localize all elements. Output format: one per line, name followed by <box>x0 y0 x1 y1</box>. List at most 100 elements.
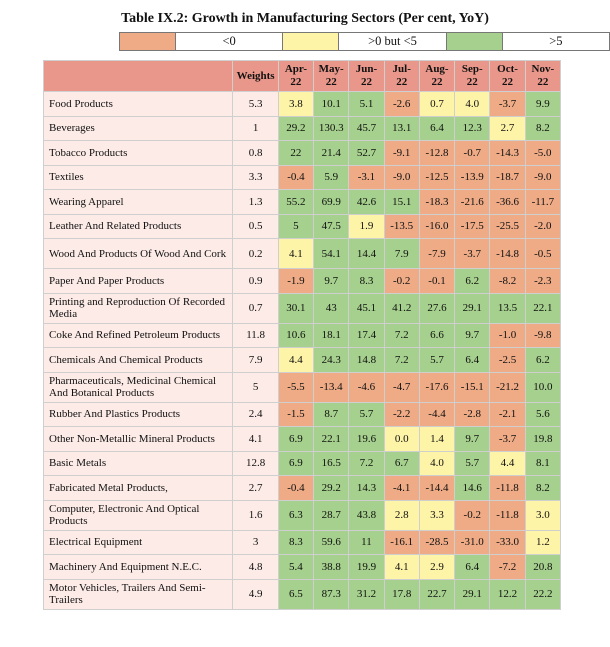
sector-label: Coke And Refined Petroleum Products <box>42 322 234 348</box>
table-row: Fabricated Metal Products, 2.7 -0.4 29.2 14.… <box>42 475 562 501</box>
growth-value-cell: 14.4 <box>348 238 385 269</box>
weight-cell: 1.3 <box>232 189 279 215</box>
table-row: Textiles 3.3 -0.4 5.9 -3.1 -9.0 -12.5 -13.9 -18.… <box>42 164 562 190</box>
growth-value-cell: 6.2 <box>454 268 491 294</box>
month-header-line1: May- <box>318 63 344 75</box>
growth-value-cell: 12.2 <box>489 578 526 610</box>
growth-value-cell: -5.0 <box>524 140 562 166</box>
growth-value-cell: 0.0 <box>383 426 420 452</box>
growth-value-cell: -1.9 <box>277 268 315 294</box>
growth-value-cell: 29.1 <box>454 292 491 324</box>
growth-value-cell: -0.2 <box>454 499 491 531</box>
weight-cell: 0.9 <box>232 268 279 294</box>
sector-label: Computer, Electronic And Optical Product… <box>42 499 234 531</box>
weight-cell: 4.1 <box>232 426 279 452</box>
growth-value-cell: 1.2 <box>524 529 562 555</box>
growth-value-cell: 5.7 <box>348 401 385 427</box>
month-header-line1: Jun- <box>355 63 378 75</box>
legend-swatch-negative <box>118 32 177 51</box>
weight-cell: 4.8 <box>232 554 279 580</box>
weight-cell: 2.7 <box>232 475 279 501</box>
table-row: Printing and Reproduction Of Recorded Me… <box>42 292 562 324</box>
growth-value-cell: 5 <box>277 213 315 239</box>
month-column-header: Sep- 22 <box>454 60 491 92</box>
legend-label-low: >0 but <5 <box>338 32 447 51</box>
growth-value-cell: -16.0 <box>418 213 456 239</box>
growth-value-cell: 10.1 <box>313 91 350 117</box>
growth-value-cell: 3.8 <box>277 91 315 117</box>
sector-label: Fabricated Metal Products, <box>42 475 234 501</box>
growth-value-cell: 21.4 <box>313 140 350 166</box>
growth-value-cell: -11.8 <box>489 499 526 531</box>
growth-value-cell: -9.1 <box>383 140 420 166</box>
growth-value-cell: 6.9 <box>277 450 315 476</box>
growth-value-cell: -18.7 <box>489 164 526 190</box>
table-row: Paper And Paper Products 0.9 -1.9 9.7 8.3 -0.… <box>42 268 562 294</box>
table-row: Chemicals And Chemical Products 7.9 4.4 24.… <box>42 347 562 373</box>
sector-label: Other Non-Metallic Mineral Products <box>42 426 234 452</box>
table-row: Coke And Refined Petroleum Products 11.8 1… <box>42 322 562 348</box>
growth-value-cell: 2.9 <box>418 554 456 580</box>
month-header-line1: Nov- <box>531 63 555 75</box>
month-header-line2: 22 <box>502 76 514 88</box>
sector-label: Machinery And Equipment N.E.C. <box>42 554 234 580</box>
growth-value-cell: -11.7 <box>524 189 562 215</box>
growth-value-cell: 8.3 <box>277 529 315 555</box>
month-header-line2: 22 <box>360 76 372 88</box>
growth-value-cell: 14.8 <box>348 347 385 373</box>
growth-value-cell: 6.4 <box>418 115 456 141</box>
sector-label: Basic Metals <box>42 450 234 476</box>
weight-cell: 0.2 <box>232 238 279 269</box>
growth-value-cell: 17.4 <box>348 322 385 348</box>
weight-cell: 2.4 <box>232 401 279 427</box>
sector-label: Leather And Related Products <box>42 213 234 239</box>
growth-value-cell: 19.6 <box>348 426 385 452</box>
growth-value-cell: 6.4 <box>454 554 491 580</box>
growth-value-cell: 42.6 <box>348 189 385 215</box>
growth-value-cell: 17.8 <box>383 578 420 610</box>
sector-label: Tobacco Products <box>42 140 234 166</box>
table-row: Food Products 5.3 3.8 10.1 5.1 -2.6 0.7 4.0 -3.7… <box>42 91 562 117</box>
growth-value-cell: 30.1 <box>277 292 315 324</box>
weight-cell: 7.9 <box>232 347 279 373</box>
growth-value-cell: -0.5 <box>524 238 562 269</box>
month-header-line1: Aug- <box>425 63 449 75</box>
legend-label-high: >5 <box>501 32 610 51</box>
sector-label: Chemicals And Chemical Products <box>42 347 234 373</box>
weight-cell: 0.5 <box>232 213 279 239</box>
weight-cell: 12.8 <box>232 450 279 476</box>
weight-cell: 1 <box>232 115 279 141</box>
table-title: Table IX.2: Growth in Manufacturing Sect… <box>121 11 489 26</box>
growth-value-cell: 1.9 <box>348 213 385 239</box>
growth-value-cell: 9.7 <box>454 426 491 452</box>
growth-value-cell: 22.2 <box>524 578 562 610</box>
growth-value-cell: 9.7 <box>454 322 491 348</box>
month-column-header: Jul- 22 <box>383 60 420 92</box>
sector-column-header <box>42 60 234 92</box>
month-column-header: Apr- 22 <box>277 60 315 92</box>
growth-value-cell: 15.1 <box>383 189 420 215</box>
growth-value-cell: -14.8 <box>489 238 526 269</box>
growth-value-cell: -0.4 <box>277 475 315 501</box>
sector-label: Motor Vehicles, Trailers And Semi-Traile… <box>42 578 234 610</box>
month-header-line1: Oct- <box>497 63 518 75</box>
weight-cell: 5.3 <box>232 91 279 117</box>
growth-value-cell: -16.1 <box>383 529 420 555</box>
growth-value-cell: -3.7 <box>489 426 526 452</box>
growth-value-cell: 1.4 <box>418 426 456 452</box>
growth-value-cell: 16.5 <box>313 450 350 476</box>
growth-value-cell: -4.4 <box>418 401 456 427</box>
growth-value-cell: -13.4 <box>313 371 350 403</box>
table-row: Electrical Equipment 3 8.3 59.6 11 -16.1 -28.5… <box>42 529 562 555</box>
growth-value-cell: -4.1 <box>383 475 420 501</box>
growth-value-cell: 54.1 <box>313 238 350 269</box>
sector-label: Rubber And Plastics Products <box>42 401 234 427</box>
growth-value-cell: 5.4 <box>277 554 315 580</box>
growth-value-cell: -5.5 <box>277 371 315 403</box>
growth-value-cell: -14.3 <box>489 140 526 166</box>
month-column-header: Aug- 22 <box>418 60 456 92</box>
growth-value-cell: -1.0 <box>489 322 526 348</box>
growth-value-cell: 6.7 <box>383 450 420 476</box>
color-legend: <0 >0 but <5 >5 <box>118 32 610 51</box>
growth-value-cell: -21.2 <box>489 371 526 403</box>
